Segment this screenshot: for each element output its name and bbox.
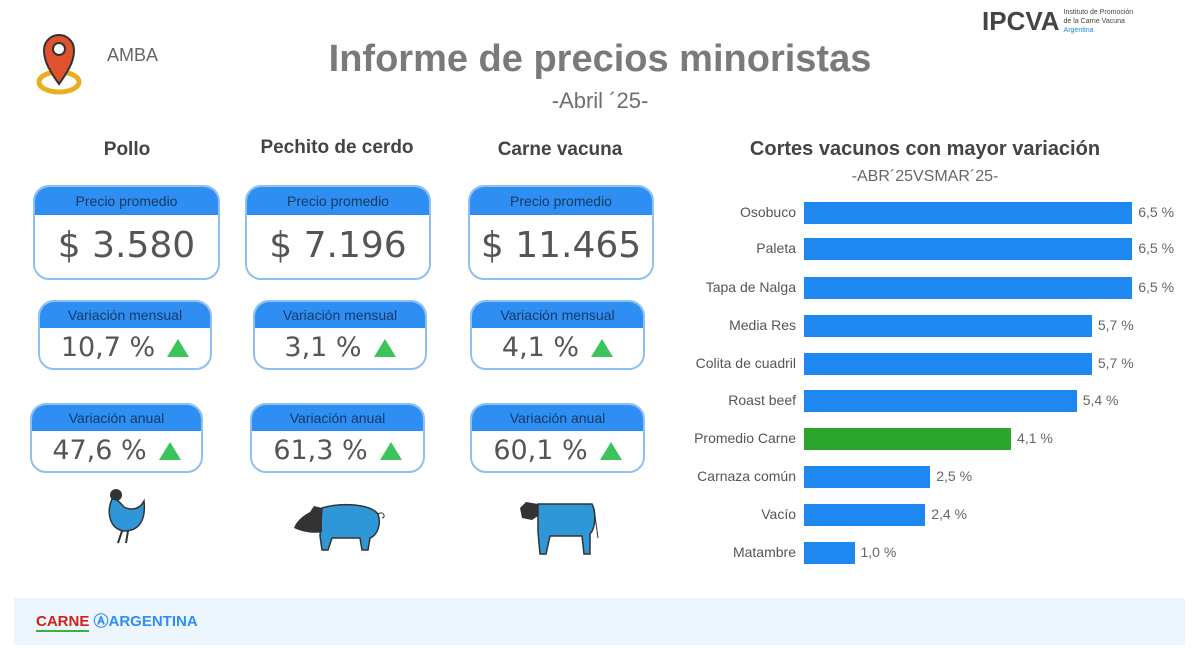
bar-value-label: 6,5 %: [1138, 204, 1175, 220]
annual-variation-label: Variación anual: [472, 405, 643, 431]
price-value: $ 7.196: [269, 225, 407, 266]
column-title: Pechito de cerdo: [260, 137, 414, 158]
bar: [804, 428, 1012, 450]
bar-label: Matambre: [732, 544, 796, 560]
bar: [804, 353, 1092, 375]
monthly-variation-value: 10,7 %: [60, 332, 156, 363]
pig-icon: [292, 500, 385, 556]
monthly-variation-card: Variación mensual 10,7 %: [38, 300, 212, 370]
bar-label: Promedio Carne: [694, 430, 796, 446]
column-title: Carne vacuna: [497, 139, 623, 160]
bar: [804, 542, 855, 564]
bar-value-label: 6,5 %: [1138, 279, 1175, 295]
bar-label: Tapa de Nalga: [705, 279, 796, 295]
bar: [804, 277, 1133, 299]
page-title: Informe de precios minoristas: [328, 38, 872, 80]
up-arrow-icon: [167, 339, 190, 357]
carne-argentina-logo: CARNE ⒶARGENTINA: [36, 613, 198, 632]
region-label: AMBA: [107, 45, 159, 65]
bar-label: Media Res: [729, 317, 796, 333]
monthly-variation-card: Variación mensual 3,1 %: [253, 300, 427, 370]
up-arrow-icon: [379, 442, 402, 460]
cow-icon: [515, 498, 605, 560]
bar-label: Colita de cuadril: [695, 355, 796, 371]
annual-variation-label: Variación anual: [32, 405, 201, 431]
monthly-variation-value: 3,1 %: [284, 332, 362, 363]
price-card: Precio promedio $ 3.580: [33, 185, 220, 280]
bar-label: Osobuco: [739, 204, 796, 220]
bar-label: Roast beef: [728, 392, 796, 408]
bar-value-label: 1,0 %: [860, 544, 897, 560]
monthly-variation-label: Variación mensual: [40, 302, 210, 328]
price-card: Precio promedio $ 7.196: [245, 185, 431, 280]
bar-label: Vacío: [761, 506, 796, 522]
annual-variation-value: 61,3 %: [273, 435, 368, 466]
monthly-variation-label: Variación mensual: [255, 302, 425, 328]
bar: [804, 238, 1133, 260]
monthly-variation-card: Variación mensual 4,1 %: [470, 300, 645, 370]
up-arrow-icon: [158, 442, 181, 460]
annual-variation-card: Variación anual 47,6 %: [30, 403, 203, 473]
bar-value-label: 2,4 %: [931, 506, 967, 522]
up-arrow-icon: [599, 442, 622, 460]
bar: [804, 390, 1077, 412]
bar-value-label: 4,1 %: [1017, 430, 1053, 446]
annual-variation-label: Variación anual: [252, 405, 423, 431]
page-subtitle: -Abril ´25-: [551, 88, 649, 113]
monthly-variation-value: 4,1 %: [501, 332, 580, 363]
price-card: Precio promedio $ 11.465: [468, 185, 654, 280]
bar-value-label: 2,5 %: [936, 468, 973, 484]
annual-variation-value: 60,1 %: [493, 435, 588, 466]
bar: [804, 504, 926, 526]
annual-variation-card: Variación anual 60,1 %: [470, 403, 645, 473]
bar-label: Paleta: [756, 240, 796, 256]
price-label: Precio promedio: [35, 187, 218, 215]
bar: [804, 202, 1133, 224]
annual-variation-card: Variación anual 61,3 %: [250, 403, 425, 473]
annual-variation-value: 47,6 %: [52, 435, 147, 466]
bar-value-label: 6,5 %: [1138, 240, 1175, 256]
up-arrow-icon: [591, 339, 614, 357]
bar: [804, 466, 931, 488]
up-arrow-icon: [373, 339, 396, 357]
price-label: Precio promedio: [470, 187, 652, 215]
column-title: Pollo: [103, 139, 151, 160]
chart-subtitle: -ABR´25VSMAR´25-: [851, 168, 999, 185]
bar-value-label: 5,4 %: [1082, 392, 1119, 408]
price-label: Precio promedio: [247, 187, 429, 215]
price-value: $ 11.465: [480, 225, 642, 266]
bar: [804, 315, 1092, 337]
bar-label: Carnaza común: [697, 468, 796, 484]
bar-value-label: 5,7 %: [1097, 317, 1134, 333]
ipcva-logo: IPCVA Instituto de Promoción de la Carne …: [982, 6, 1134, 36]
price-value: $ 3.580: [57, 225, 196, 266]
bar-value-label: 5,7 %: [1097, 355, 1134, 371]
location-pin-icon: [36, 34, 82, 95]
monthly-variation-label: Variación mensual: [472, 302, 643, 328]
chart-title: Cortes vacunos con mayor variación: [749, 138, 1101, 160]
chicken-icon: [82, 485, 172, 551]
footer-band: [14, 598, 1185, 645]
